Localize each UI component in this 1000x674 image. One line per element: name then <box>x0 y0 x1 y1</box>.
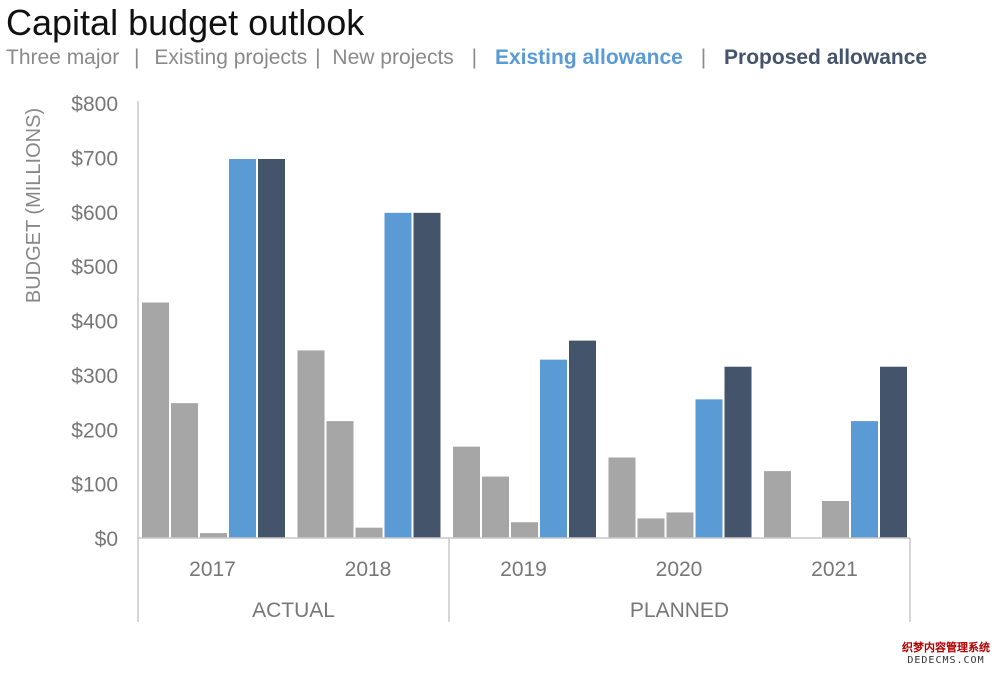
legend-new-projects: New projects <box>332 46 454 69</box>
y-tick-label: $300 <box>71 365 118 388</box>
y-tick-label: $400 <box>71 311 118 334</box>
y-tick-label: $200 <box>71 419 118 442</box>
x-tick-label: 2021 <box>811 558 858 581</box>
bar-2017-three-major <box>142 302 169 538</box>
y-axis-title: BUDGET (MILLIONS) <box>23 108 45 303</box>
bar-2018-existing-allowance <box>384 212 412 538</box>
y-tick-label: $700 <box>71 147 118 170</box>
bar-2018-new-projects <box>355 527 383 538</box>
bar-2020-three-major <box>608 457 636 538</box>
x-tick-label: 2019 <box>500 558 547 581</box>
legend: Three major | Existing projects | New pr… <box>6 46 927 70</box>
bar-2021-new-projects <box>822 501 849 538</box>
bar-2020-existing-projects <box>637 518 665 538</box>
bar-2021-existing-allowance <box>851 421 878 538</box>
bar-2020-proposed-allowance <box>724 366 752 538</box>
y-tick-label: $500 <box>71 256 118 279</box>
legend-proposed-allowance: Proposed allowance <box>724 46 928 69</box>
bar-2019-proposed-allowance <box>569 340 596 538</box>
bar-2017-existing-projects <box>171 403 198 538</box>
y-tick-label: $800 <box>71 93 118 116</box>
group-label-actual: ACTUAL <box>252 599 335 622</box>
bar-2020-new-projects <box>666 512 694 538</box>
x-tick-label: 2017 <box>189 558 236 581</box>
watermark-line2: DEDECMS.COM <box>907 655 985 666</box>
bar-2017-new-projects <box>200 533 227 538</box>
x-tick-label: 2020 <box>656 558 703 581</box>
bar-2018-three-major <box>297 350 325 538</box>
x-tick-label: 2018 <box>345 558 392 581</box>
bar-2019-existing-projects <box>482 476 509 538</box>
y-tick-label: $600 <box>71 202 118 225</box>
watermark-line1: 织梦内容管理系统 <box>902 641 990 654</box>
legend-separator: | <box>134 46 140 69</box>
y-tick-label: $0 <box>95 528 118 551</box>
group-label-planned: PLANNED <box>630 599 729 622</box>
bar-2018-proposed-allowance <box>413 212 441 538</box>
y-tick-label: $100 <box>71 474 118 497</box>
bar-2017-proposed-allowance <box>258 159 285 538</box>
legend-separator: | <box>700 46 707 69</box>
bar-2017-existing-allowance <box>229 159 256 538</box>
bar-2021-proposed-allowance <box>880 366 907 538</box>
bar-2019-existing-allowance <box>540 359 567 538</box>
chart-title: Capital budget outlook <box>6 2 365 43</box>
bar-2019-new-projects <box>511 522 538 538</box>
bar-2021-three-major <box>764 471 791 538</box>
bar-2018-existing-projects <box>326 421 354 538</box>
watermark: 织梦内容管理系统 DEDECMS.COM <box>902 639 990 666</box>
bar-2019-three-major <box>453 446 480 538</box>
legend-existing-allowance: Existing allowance <box>494 46 683 69</box>
legend-separator: | <box>315 46 321 69</box>
legend-three-major: Three major <box>6 46 120 69</box>
legend-existing-projects: Existing projects <box>154 46 308 69</box>
bar-2020-existing-allowance <box>695 399 723 538</box>
legend-separator: | <box>471 46 478 69</box>
